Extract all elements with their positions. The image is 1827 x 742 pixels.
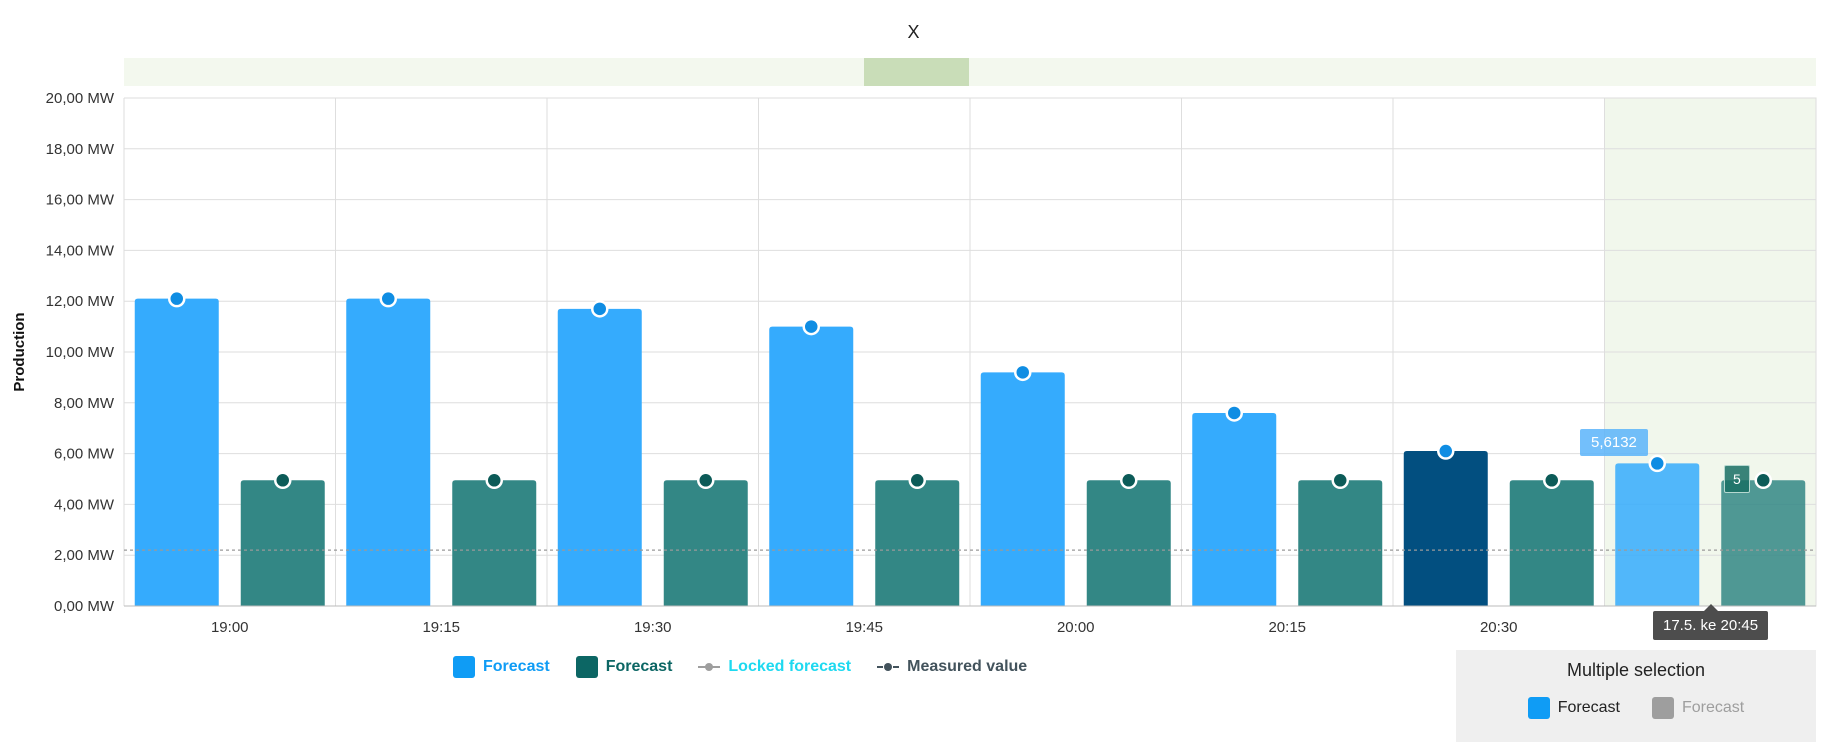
date-tooltip: 17.5. ke 20:45 bbox=[1653, 604, 1769, 640]
bar-forecast bbox=[769, 326, 854, 606]
legend-label: Locked forecast bbox=[728, 658, 852, 675]
bar-forecast-teal bbox=[1721, 480, 1806, 606]
legend-item-locked-forecast[interactable]: Locked forecast bbox=[698, 656, 851, 678]
x-tick-label: 20:30 bbox=[1480, 619, 1518, 636]
x-tick-label: 19:45 bbox=[845, 619, 883, 636]
legend-item-forecast-teal[interactable]: Forecast bbox=[575, 656, 673, 678]
navigator-strip bbox=[124, 58, 1816, 86]
data-point-marker bbox=[802, 317, 820, 336]
multi-item-forecast-active[interactable]: Forecast bbox=[1527, 697, 1620, 719]
data-point-marker bbox=[168, 289, 186, 308]
legend-line-marker-icon bbox=[698, 656, 721, 678]
data-point-marker bbox=[1543, 471, 1561, 490]
bar-forecast-teal bbox=[452, 480, 537, 606]
multi-swatch-blue-icon bbox=[1527, 697, 1550, 719]
bar-forecast bbox=[346, 298, 431, 606]
y-tick-label: 18,00 MW bbox=[46, 141, 115, 158]
y-tick-label: 10,00 MW bbox=[46, 344, 115, 361]
multi-item-label: Forecast bbox=[1557, 699, 1620, 716]
measured-value-tooltip: 5 bbox=[1724, 465, 1750, 493]
bar-forecast-teal bbox=[1086, 480, 1171, 606]
y-tick-label: 20,00 MW bbox=[46, 90, 115, 107]
legend-label: Forecast bbox=[605, 658, 673, 675]
data-point-marker bbox=[1754, 471, 1772, 490]
x-tick-label: 19:30 bbox=[634, 619, 672, 636]
data-point-marker bbox=[1437, 442, 1455, 460]
y-axis-label: Production bbox=[11, 312, 28, 391]
bar-forecast bbox=[1192, 412, 1277, 606]
data-point-marker bbox=[908, 471, 926, 490]
multi-item-forecast-inactive[interactable]: Forecast bbox=[1652, 697, 1744, 719]
y-tick-label: 14,00 MW bbox=[46, 242, 115, 259]
bar-forecast-teal bbox=[240, 480, 325, 606]
y-tick-label: 16,00 MW bbox=[46, 192, 115, 209]
legend-label: Measured value bbox=[907, 658, 1028, 675]
y-tick-label: 6,00 MW bbox=[54, 446, 115, 463]
legend-item-forecast-blue[interactable]: Forecast bbox=[453, 656, 550, 678]
multiple-selection-title: Multiple selection bbox=[1566, 660, 1706, 680]
data-point-marker bbox=[1648, 454, 1666, 473]
multiple-selection-panel: Multiple selection Forecast Forecast bbox=[1456, 650, 1816, 742]
data-point-marker bbox=[274, 471, 292, 490]
bar-forecast bbox=[1403, 451, 1488, 606]
legend: Forecast Forecast Locked forecast Measur… bbox=[453, 656, 1027, 678]
legend-swatch-teal-icon bbox=[575, 656, 598, 678]
legend-label: Forecast bbox=[483, 658, 550, 675]
data-point-marker bbox=[379, 289, 397, 308]
multi-swatch-gray-icon bbox=[1652, 697, 1674, 719]
legend-swatch-blue-icon bbox=[453, 656, 475, 678]
data-point-marker bbox=[1014, 363, 1032, 382]
data-point-marker bbox=[1225, 404, 1243, 422]
data-point-marker bbox=[485, 471, 503, 490]
navigator-selection-window bbox=[864, 58, 969, 86]
data-point-marker bbox=[1331, 471, 1349, 490]
x-tick-label: 20:00 bbox=[1057, 619, 1095, 636]
multi-item-label: Forecast bbox=[1682, 699, 1745, 716]
bar-forecast-teal bbox=[663, 480, 748, 606]
y-tick-label: 4,00 MW bbox=[54, 496, 115, 513]
bar-forecast-teal bbox=[1509, 480, 1594, 606]
bar-forecast bbox=[557, 308, 642, 606]
data-point-marker bbox=[1120, 471, 1138, 490]
y-tick-label: 0,00 MW bbox=[54, 598, 115, 615]
y-tick-label: 8,00 MW bbox=[54, 395, 115, 412]
bar-forecast bbox=[980, 372, 1065, 606]
x-tick-label: 19:15 bbox=[422, 619, 460, 636]
bar-forecast-teal bbox=[1298, 480, 1383, 606]
bar-forecast-teal bbox=[875, 480, 960, 606]
forecast-value-tooltip: 5,6132 bbox=[1580, 429, 1648, 456]
legend-item-measured-value[interactable]: Measured value bbox=[877, 656, 1027, 678]
y-tick-label: 12,00 MW bbox=[46, 293, 115, 310]
bar-forecast bbox=[134, 298, 219, 606]
x-tick-label: 19:00 bbox=[211, 619, 249, 636]
chart-title: X bbox=[907, 22, 920, 42]
x-tick-label: 20:15 bbox=[1268, 619, 1306, 636]
y-tick-label: 2,00 MW bbox=[54, 547, 115, 564]
legend-dashed-line-marker-icon bbox=[877, 656, 900, 678]
bar-forecast bbox=[1615, 463, 1700, 606]
data-point-marker bbox=[697, 471, 715, 490]
data-point-marker bbox=[591, 300, 609, 318]
